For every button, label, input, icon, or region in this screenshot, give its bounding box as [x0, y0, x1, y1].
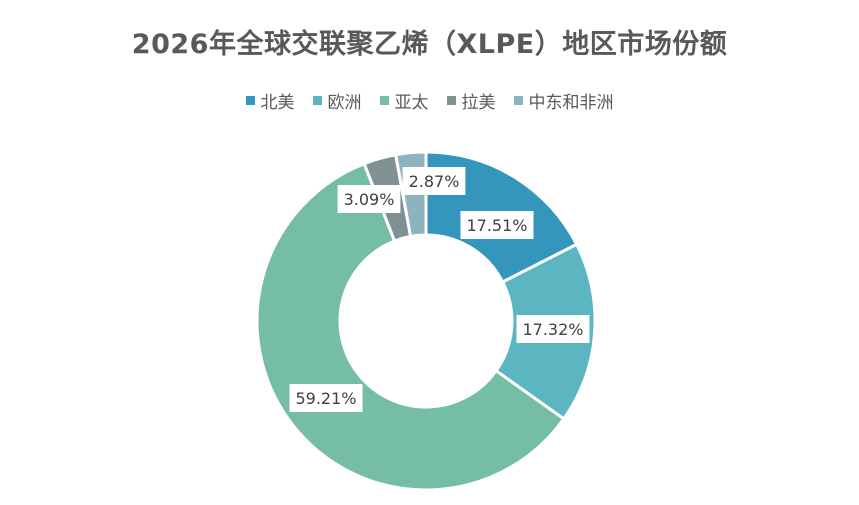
legend-item-middle-east-africa: 中东和非洲: [513, 88, 614, 113]
data-label-text: 17.32%: [522, 320, 583, 339]
chart-title: 2026年全球交联聚乙烯（XLPE）地区市场份额: [131, 29, 728, 60]
legend-label: 中东和非洲: [528, 93, 614, 113]
legend-swatch: [446, 96, 456, 105]
legend-item-north-america: 北美: [245, 88, 295, 113]
data-label-box: [516, 315, 590, 343]
legend-label: 欧洲: [327, 93, 362, 113]
data-label-box: [460, 211, 534, 239]
legend: 北美 欧洲 亚太 拉美 中东和非洲: [0, 88, 859, 113]
legend-swatch: [513, 96, 523, 105]
data-label-middle-east-africa: 2.87%: [402, 167, 466, 195]
data-label-box: [402, 167, 466, 195]
legend-label: 北美: [260, 93, 295, 113]
legend-item-europe: 欧洲: [312, 88, 362, 113]
legend-swatch: [379, 96, 389, 105]
data-label-europe: 17.32%: [516, 315, 590, 343]
data-label-text: 59.21%: [295, 389, 356, 408]
legend-swatch: [245, 96, 255, 105]
legend-label: 拉美: [461, 93, 496, 113]
legend-item-asia-pacific: 亚太: [379, 88, 429, 113]
data-label-text: 3.09%: [344, 190, 395, 209]
data-label-north-america: 17.51%: [460, 211, 534, 239]
legend-swatch: [312, 96, 322, 105]
data-label-text: 2.87%: [409, 172, 460, 191]
legend-label: 亚太: [394, 93, 429, 113]
legend-item-latin-america: 拉美: [446, 88, 496, 113]
data-label-box: [337, 185, 401, 213]
data-label-box: [289, 384, 363, 412]
data-labels: 17.51% 17.32% 59.21% 3.09% 2.87%: [289, 167, 590, 412]
data-label-latin-america: 3.09%: [337, 185, 401, 213]
data-label-text: 17.51%: [466, 216, 527, 235]
data-label-asia-pacific: 59.21%: [289, 384, 363, 412]
